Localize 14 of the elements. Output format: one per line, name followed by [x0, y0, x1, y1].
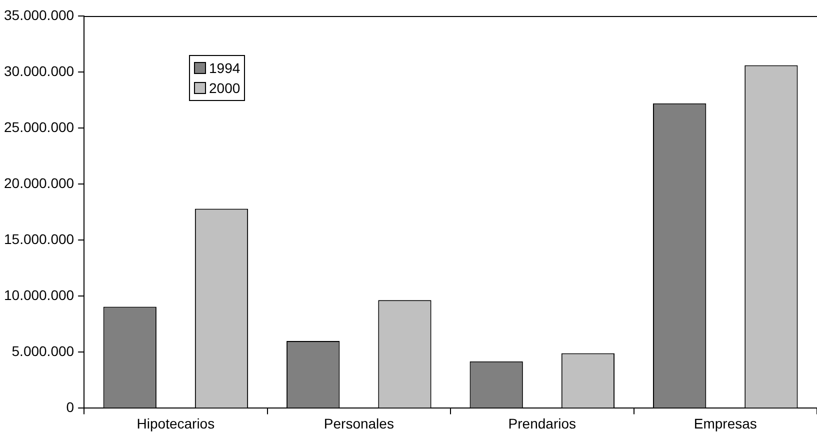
- legend-label: 1994: [209, 60, 240, 76]
- y-tick-label: 35.000.000: [4, 6, 74, 23]
- y-tick-label: 25.000.000: [4, 118, 74, 135]
- x-tick-label: Hipotecarios: [136, 415, 215, 432]
- x-tick-label: Personales: [324, 415, 394, 432]
- y-tick-label: 30.000.000: [4, 62, 74, 79]
- y-tick-label: 0: [66, 399, 74, 416]
- x-tick-label: Prendarios: [508, 415, 576, 432]
- x-tick-label: Empresas: [694, 415, 757, 432]
- y-tick-label: 20.000.000: [4, 174, 74, 191]
- y-tick-label: 5.000.000: [12, 343, 74, 360]
- legend-label: 2000: [209, 80, 240, 96]
- y-tick-label: 15.000.000: [4, 230, 74, 247]
- y-tick-label: 10.000.000: [4, 287, 74, 303]
